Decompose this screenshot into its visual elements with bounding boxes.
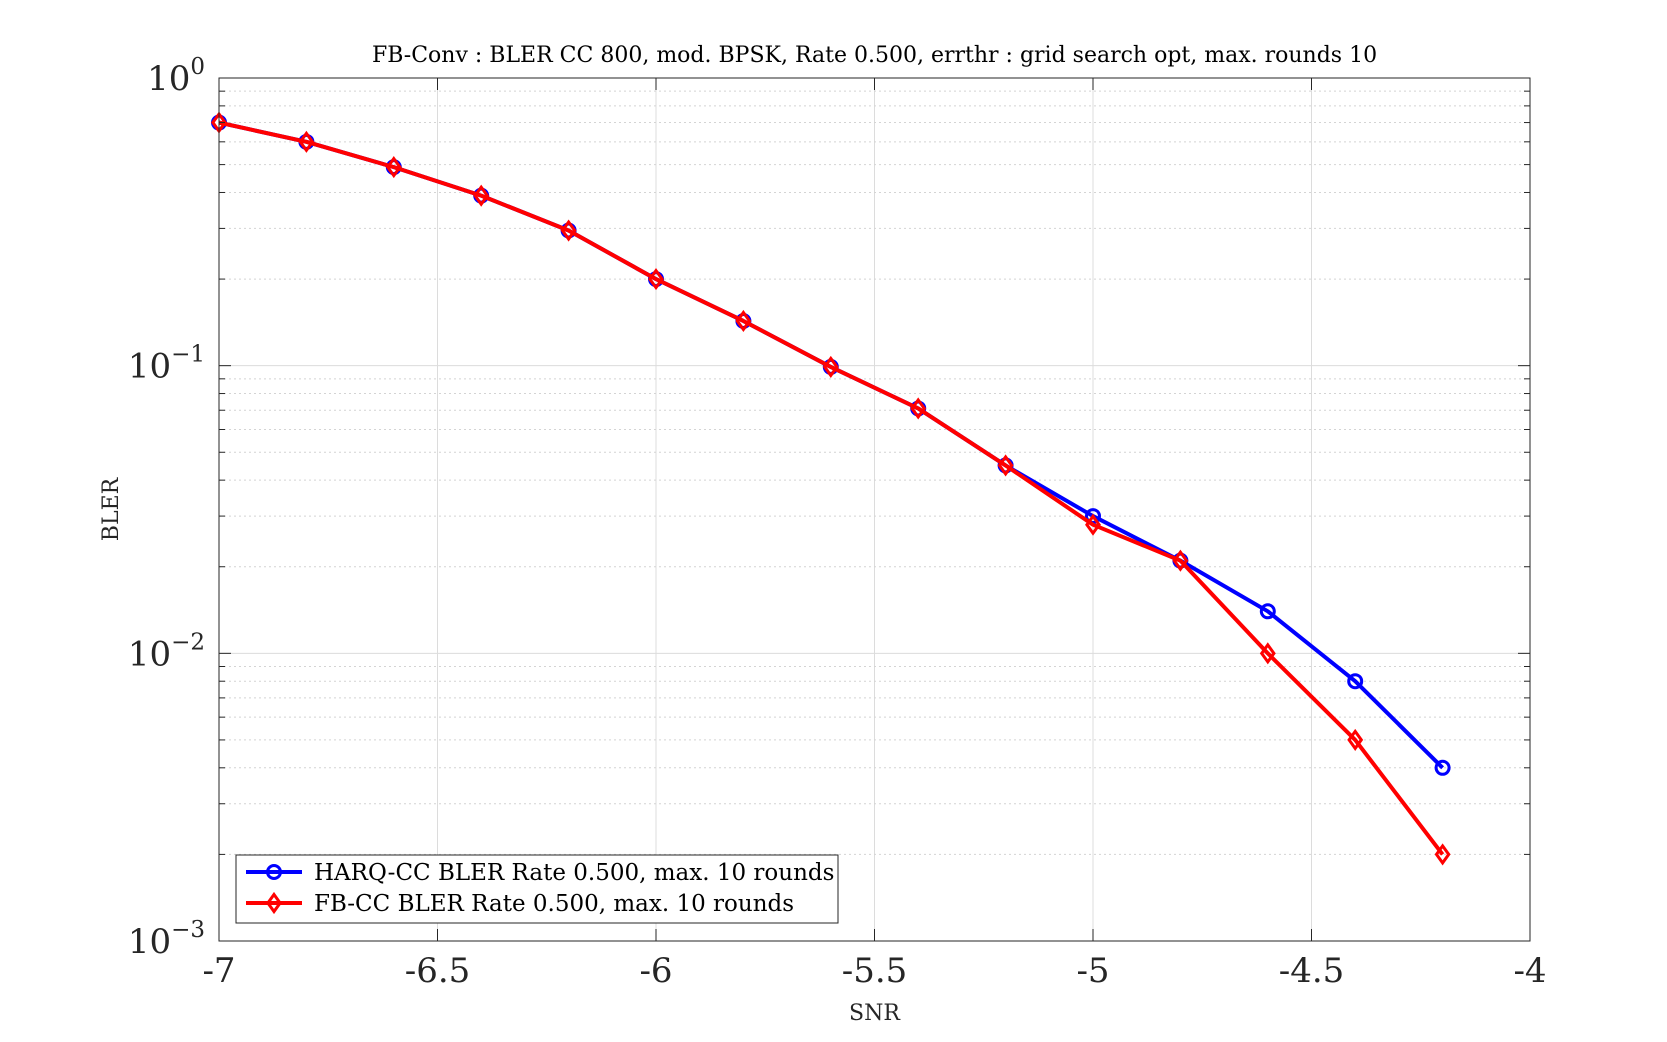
data-point-circle: [1259, 603, 1276, 620]
x-tick-label: -5.5: [842, 951, 908, 991]
legend-entry: FB-CC BLER Rate 0.500, max. 10 rounds: [246, 891, 794, 917]
legend: HARQ-CC BLER Rate 0.500, max. 10 rounds F…: [235, 854, 839, 924]
x-axis-label: SNR: [849, 1001, 901, 1026]
y-tick-exponent: −1: [171, 342, 205, 368]
data-point-diamond: [822, 355, 839, 378]
data-point-diamond: [473, 184, 490, 207]
x-tick-label: -4: [1513, 951, 1546, 991]
series-layer: [211, 111, 1451, 866]
y-tick-exponent: 0: [190, 54, 205, 80]
y-tick-exponent: −3: [171, 917, 205, 943]
x-tick-label: -6: [639, 951, 672, 991]
y-tick-label: 10−2: [128, 629, 205, 674]
data-point-diamond: [648, 268, 664, 291]
legend-entries: HARQ-CC BLER Rate 0.500, max. 10 rounds F…: [246, 860, 834, 917]
data-point-diamond: [266, 891, 282, 915]
data-point-diamond: [1085, 513, 1101, 536]
series-1: [211, 111, 1451, 866]
x-tick-label: -5: [1076, 951, 1109, 991]
legend-box: [235, 854, 839, 924]
data-point-diamond: [997, 454, 1014, 477]
legend-label: FB-CC BLER Rate 0.500, max. 10 rounds: [314, 891, 794, 917]
chart-title: FB-Conv : BLER CC 800, mod. BPSK, Rate 0…: [372, 43, 1377, 68]
y-tick-base: 10: [128, 922, 171, 962]
data-point-diamond: [1347, 728, 1364, 751]
x-tick-label: -7: [202, 951, 235, 991]
legend-entry: HARQ-CC BLER Rate 0.500, max. 10 rounds: [246, 860, 834, 886]
y-tick-base: 10: [147, 59, 190, 99]
data-point-diamond: [298, 130, 315, 153]
legend-label: HARQ-CC BLER Rate 0.500, max. 10 rounds: [314, 860, 834, 886]
data-point-diamond: [385, 156, 402, 179]
x-tick-label: -4.5: [1279, 951, 1345, 991]
y-tick-base: 10: [128, 634, 171, 674]
data-point-circle: [266, 864, 282, 880]
data-point-diamond: [735, 309, 752, 333]
y-tick-label: 10−3: [128, 917, 205, 962]
data-point-diamond: [1259, 642, 1276, 665]
x-tick-label: -6.5: [405, 951, 471, 991]
data-point-circle: [1434, 759, 1451, 776]
data-point-diamond: [1172, 549, 1189, 572]
y-tick-base: 10: [128, 347, 171, 387]
y-tick-label: 100: [147, 54, 205, 99]
data-point-circle: [1347, 673, 1364, 690]
axis-ticks: [218, 77, 1531, 942]
data-point-diamond: [910, 397, 927, 420]
data-point-diamond: [560, 219, 577, 242]
y-axis-label: BLER: [99, 476, 124, 541]
y-tick-exponent: −2: [171, 629, 205, 655]
data-point-diamond: [1434, 843, 1451, 866]
series-line: [218, 120, 1445, 856]
y-tick-label: 10−1: [128, 342, 205, 387]
